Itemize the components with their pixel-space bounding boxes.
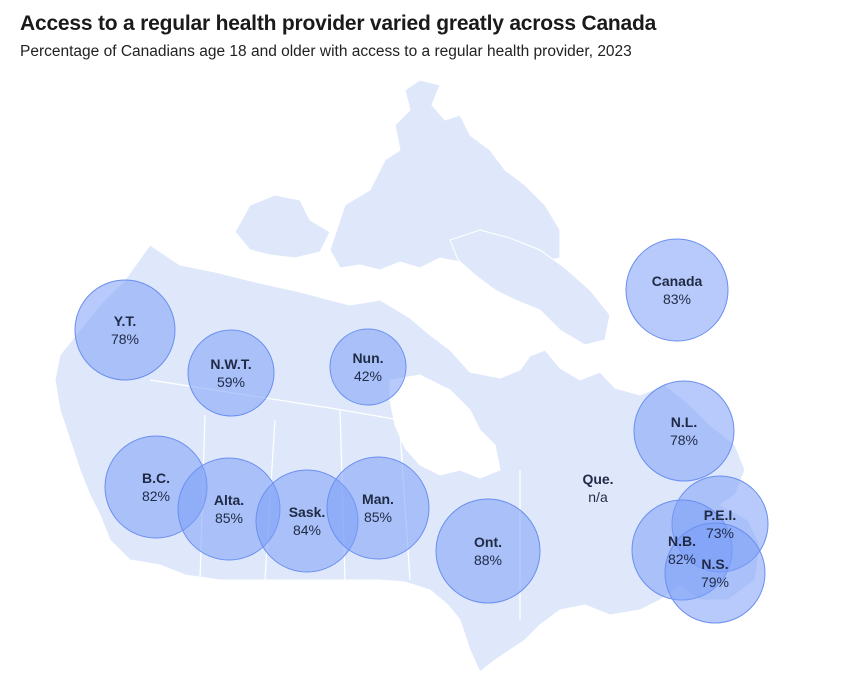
- region-value-ns: 79%: [701, 574, 729, 590]
- arctic-islands: [329, 79, 561, 271]
- region-name-nwt: N.W.T.: [210, 356, 251, 372]
- region-name-alta: Alta.: [214, 492, 244, 508]
- region-value-que: n/a: [588, 489, 608, 505]
- bubble-nun: [329, 328, 407, 406]
- region-value-ont: 88%: [474, 552, 502, 568]
- region-name-nl: N.L.: [671, 414, 697, 430]
- region-name-nb: N.B.: [668, 533, 696, 549]
- bubble-man: [326, 456, 430, 560]
- region-name-yt: Y.T.: [114, 313, 137, 329]
- region-value-pei: 73%: [706, 525, 734, 541]
- baffin-island: [449, 229, 611, 346]
- region-value-sask: 84%: [293, 522, 321, 538]
- region-name-que: Que.: [582, 471, 613, 487]
- region-value-man: 85%: [364, 509, 392, 525]
- bubble-ns: [664, 522, 766, 624]
- bubble-canada: [625, 238, 729, 342]
- arctic-islands-west: [234, 194, 331, 259]
- region-value-yt: 78%: [111, 331, 139, 347]
- region-name-canada: Canada: [652, 273, 703, 289]
- chart-title: Access to a regular health provider vari…: [20, 12, 657, 35]
- region-value-alta: 85%: [215, 510, 243, 526]
- region-value-canada: 83%: [663, 291, 691, 307]
- region-value-nwt: 59%: [217, 374, 245, 390]
- region-value-nun: 42%: [354, 368, 382, 384]
- region-value-nb: 82%: [668, 551, 696, 567]
- bubble-layer: [74, 238, 769, 624]
- region-name-bc: B.C.: [142, 470, 170, 486]
- label-layer: Y.T. 78% N.W.T. 59% Nun. 42% B.C. 82% Alta. 85% Sa…: [111, 273, 736, 590]
- chart-subtitle: Percentage of Canadians age 18 and older…: [20, 43, 632, 60]
- hudson-bay: [389, 374, 501, 479]
- bubble-ont: [435, 498, 541, 604]
- region-name-ns: N.S.: [701, 556, 728, 572]
- region-name-nun: Nun.: [352, 350, 383, 366]
- region-name-ont: Ont.: [474, 534, 502, 550]
- region-name-sask: Sask.: [289, 504, 326, 520]
- region-value-bc: 82%: [142, 488, 170, 504]
- region-name-pei: P.E.I.: [704, 507, 736, 523]
- bubble-nwt: [187, 329, 275, 417]
- region-value-nl: 78%: [670, 432, 698, 448]
- bubble-yt: [74, 279, 176, 381]
- region-name-man: Man.: [362, 491, 394, 507]
- bubble-nl: [633, 380, 735, 482]
